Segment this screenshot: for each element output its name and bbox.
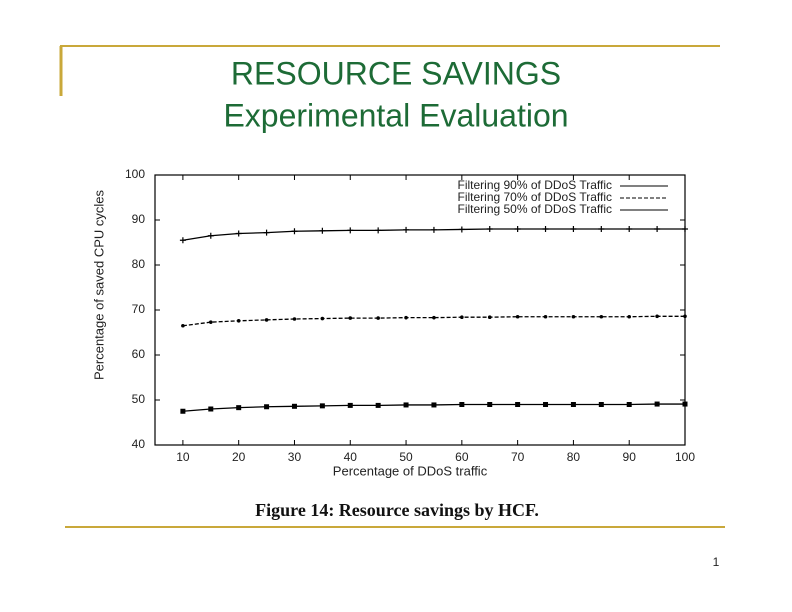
point — [291, 403, 297, 409]
y-tick-label: 60 — [132, 347, 146, 361]
point — [208, 320, 213, 324]
point — [432, 315, 436, 320]
x-tick-label: 50 — [399, 450, 413, 464]
slide-subtitle: Experimental Evaluation — [223, 97, 568, 133]
y-tick-label: 40 — [132, 437, 146, 451]
x-tick-label: 10 — [176, 450, 190, 464]
x-tick-label: 80 — [567, 450, 581, 464]
point — [515, 314, 520, 319]
point — [683, 314, 687, 319]
point — [682, 401, 688, 407]
point — [542, 226, 549, 232]
y-axis-label: Percentage of saved CPU cycles — [91, 189, 106, 380]
point — [598, 226, 605, 232]
x-tick-label: 60 — [455, 450, 469, 464]
x-tick-label: 40 — [344, 450, 358, 464]
point — [626, 402, 632, 407]
point — [180, 408, 186, 414]
point — [264, 318, 269, 322]
point — [543, 402, 549, 407]
point — [236, 405, 242, 411]
point — [655, 314, 659, 319]
point — [236, 319, 241, 323]
point — [348, 316, 353, 320]
point — [598, 402, 604, 407]
y-tick-label: 70 — [132, 302, 146, 316]
point — [431, 402, 437, 408]
point — [291, 228, 298, 235]
legend-label: Filtering 90% of DDoS Traffic — [457, 178, 612, 192]
x-tick-label: 70 — [511, 450, 525, 464]
point — [458, 226, 465, 233]
x-tick-label: 90 — [623, 450, 637, 464]
y-tick-label: 100 — [125, 167, 145, 181]
point — [571, 314, 576, 319]
point — [627, 314, 632, 319]
point — [570, 226, 577, 232]
point — [404, 315, 408, 320]
point — [514, 226, 521, 232]
point — [403, 226, 410, 233]
point — [487, 315, 492, 320]
point — [430, 226, 437, 233]
y-tick-label: 80 — [132, 257, 146, 271]
point — [264, 404, 270, 410]
point — [319, 227, 326, 234]
page-number: 1 — [713, 555, 720, 569]
point — [459, 402, 465, 407]
y-tick-label: 90 — [132, 212, 146, 226]
point — [292, 317, 297, 321]
legend-label: Filtering 70% of DDoS Traffic — [457, 190, 612, 204]
chart: 10 20 30 40 50 60 70 80 90 100 40 50 60 70 80 90 100 Perc… — [91, 167, 695, 478]
x-tick-label: 30 — [288, 450, 302, 464]
point — [403, 402, 409, 408]
point — [682, 226, 688, 232]
point — [319, 403, 325, 409]
point — [320, 316, 325, 321]
point — [599, 314, 604, 319]
point — [626, 226, 633, 232]
point — [347, 227, 354, 234]
point — [515, 402, 521, 407]
point — [347, 402, 353, 408]
point — [235, 230, 242, 237]
y-tick-label: 50 — [132, 392, 146, 406]
point — [654, 401, 660, 407]
point — [570, 402, 576, 407]
point — [486, 226, 493, 232]
point — [208, 406, 214, 412]
point — [376, 316, 380, 320]
point — [207, 232, 214, 239]
point — [181, 323, 185, 328]
legend-label: Filtering 50% of DDoS Traffic — [457, 202, 612, 216]
figure-caption: Figure 14: Resource savings by HCF. — [255, 500, 539, 520]
point — [179, 237, 186, 244]
point — [375, 227, 382, 234]
point — [375, 402, 381, 408]
x-axis-label: Percentage of DDoS traffic — [333, 463, 488, 478]
point — [487, 402, 493, 407]
point — [654, 226, 661, 232]
slide-title: RESOURCE SAVINGS — [231, 55, 561, 91]
point — [543, 314, 548, 319]
point — [263, 229, 270, 236]
x-tick-label: 20 — [232, 450, 246, 464]
point — [460, 315, 464, 320]
x-tick-label: 100 — [675, 450, 695, 464]
